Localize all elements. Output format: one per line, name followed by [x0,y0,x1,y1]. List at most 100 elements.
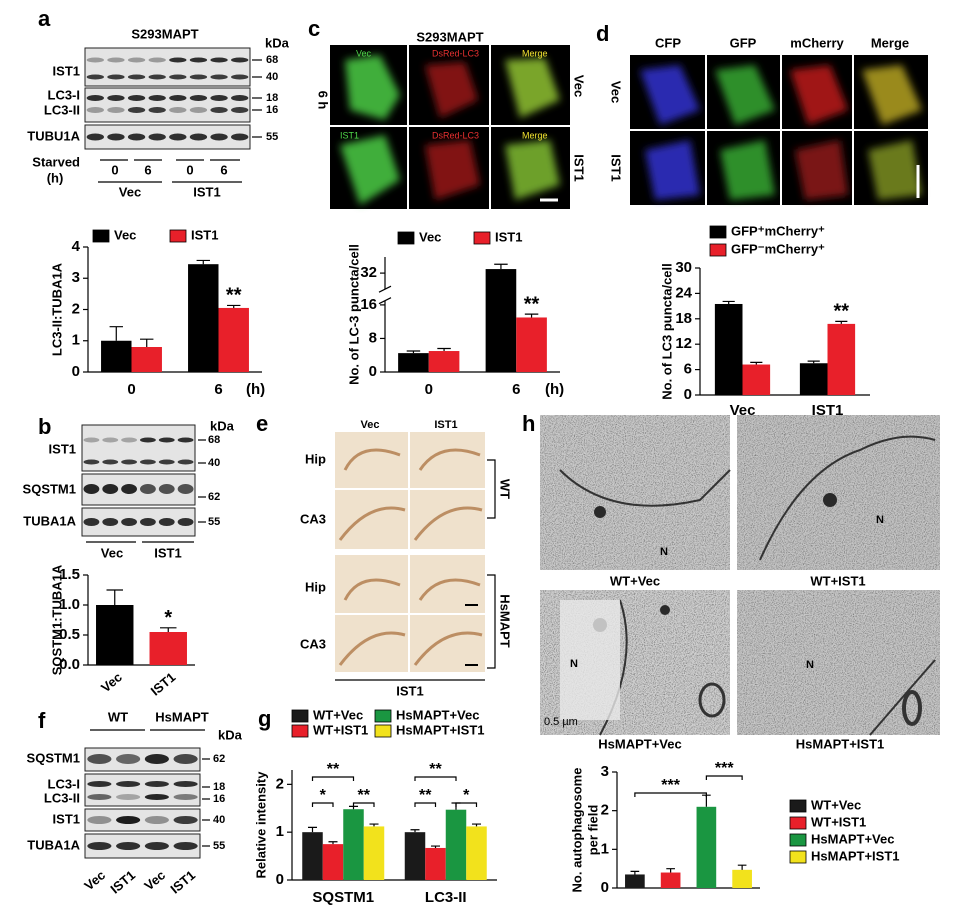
y-axis-label: Relative intensity [253,771,268,879]
x-tick-label: 6 [512,381,520,398]
band [189,133,208,141]
bar [799,363,828,395]
group-label: Vec [101,545,123,560]
lane-label: IST1 [167,867,198,896]
band [102,518,119,526]
band [177,484,194,494]
marker: 62 [208,491,220,503]
lane-label: Vec [81,867,108,893]
significance: * [320,787,327,804]
bar [343,809,364,880]
legend-label: HsMAPT+IST1 [396,722,485,737]
blot-frame [84,47,251,87]
bar [516,317,547,372]
chart: 0 1 2 Relative intensity SQSTM1 LC3-II WT+VecW… [253,707,497,906]
band [210,74,228,80]
band [148,57,166,63]
band [169,133,187,141]
error-bar [737,864,747,870]
row-label: LC3-I [48,87,81,102]
legend-swatch [789,850,807,864]
y-tick-label: 32 [360,264,377,281]
y-tick-label: 16 [360,296,377,313]
bar [428,351,460,372]
bar [485,269,517,372]
significance: ** [429,761,442,778]
band [173,816,198,824]
legend-swatch [291,709,309,723]
legend-swatch [374,709,392,723]
group-label: Vec [119,184,141,199]
band [83,518,100,526]
error-bar [109,326,123,341]
row-label: Hip [305,579,326,594]
column-label: GFP [730,35,757,50]
legend-label: WT+Vec [313,707,363,722]
y-tick-label: 8 [369,329,377,346]
bar [218,307,249,372]
marker: 55 [208,516,220,528]
significance-bracket [414,802,437,807]
group-label: IST1 [193,184,220,199]
image-tag: Merge [522,48,548,58]
x-axis-label: (h) [246,381,265,398]
y-tick-label: 0 [684,386,692,403]
y-axis-label: No. autophagosome [569,768,584,893]
significance: ** [524,293,540,315]
bar [131,347,162,372]
row-label: IST1 [49,441,76,456]
band [107,74,125,80]
underlines [90,729,210,847]
error-bar [835,320,848,324]
error-bar [494,263,508,270]
marker: 16 [213,793,225,805]
y-axis-label: No. of LC-3 puncta/cell [346,244,361,385]
blot-title: S293MAPT [131,26,198,41]
error-bar [666,868,675,873]
time-label: 0 [111,162,118,177]
band [231,57,249,63]
y-axis-label: No. of LC3 puncta/cell [659,263,674,400]
significance-bracket [414,776,457,781]
panel-label: c [308,16,320,41]
row-label: SQSTM1 [27,750,80,765]
error-bar [430,845,441,848]
blot-frame [84,773,201,807]
image-caption: HsMAPT+IST1 [796,736,885,751]
x-tick-label: Vec [730,402,756,419]
band [116,754,141,764]
error-bar [722,300,735,304]
bottom-label: IST1 [396,683,423,698]
image-tag: DsRed-LC3 [432,130,479,140]
y-axis-label: SQSTM1:TUBA1A [49,564,64,675]
time-label: 6 [144,162,151,177]
bar [625,874,645,888]
axis-break [378,285,392,305]
error-bar [227,304,241,308]
band [83,437,100,443]
bar [398,353,429,372]
y-tick-label: 0 [72,363,80,380]
band [169,74,187,80]
band [169,95,187,101]
significance: * [463,787,470,804]
row-label: IST1 [609,154,624,181]
band [121,437,137,443]
y-tick-label: 3 [601,763,609,780]
bar [466,826,487,880]
blot [84,808,201,832]
kda: kDa [218,727,243,742]
significance: *** [661,777,680,794]
error-bar [160,627,177,632]
band [210,57,228,63]
significance-bracket [705,775,743,780]
band [173,754,198,764]
blot [84,773,201,807]
row-label: SQSTM1 [23,481,76,496]
blot [81,507,196,537]
band [127,95,146,101]
legend-swatch [92,229,110,243]
legend-label: WT+IST1 [811,814,866,829]
